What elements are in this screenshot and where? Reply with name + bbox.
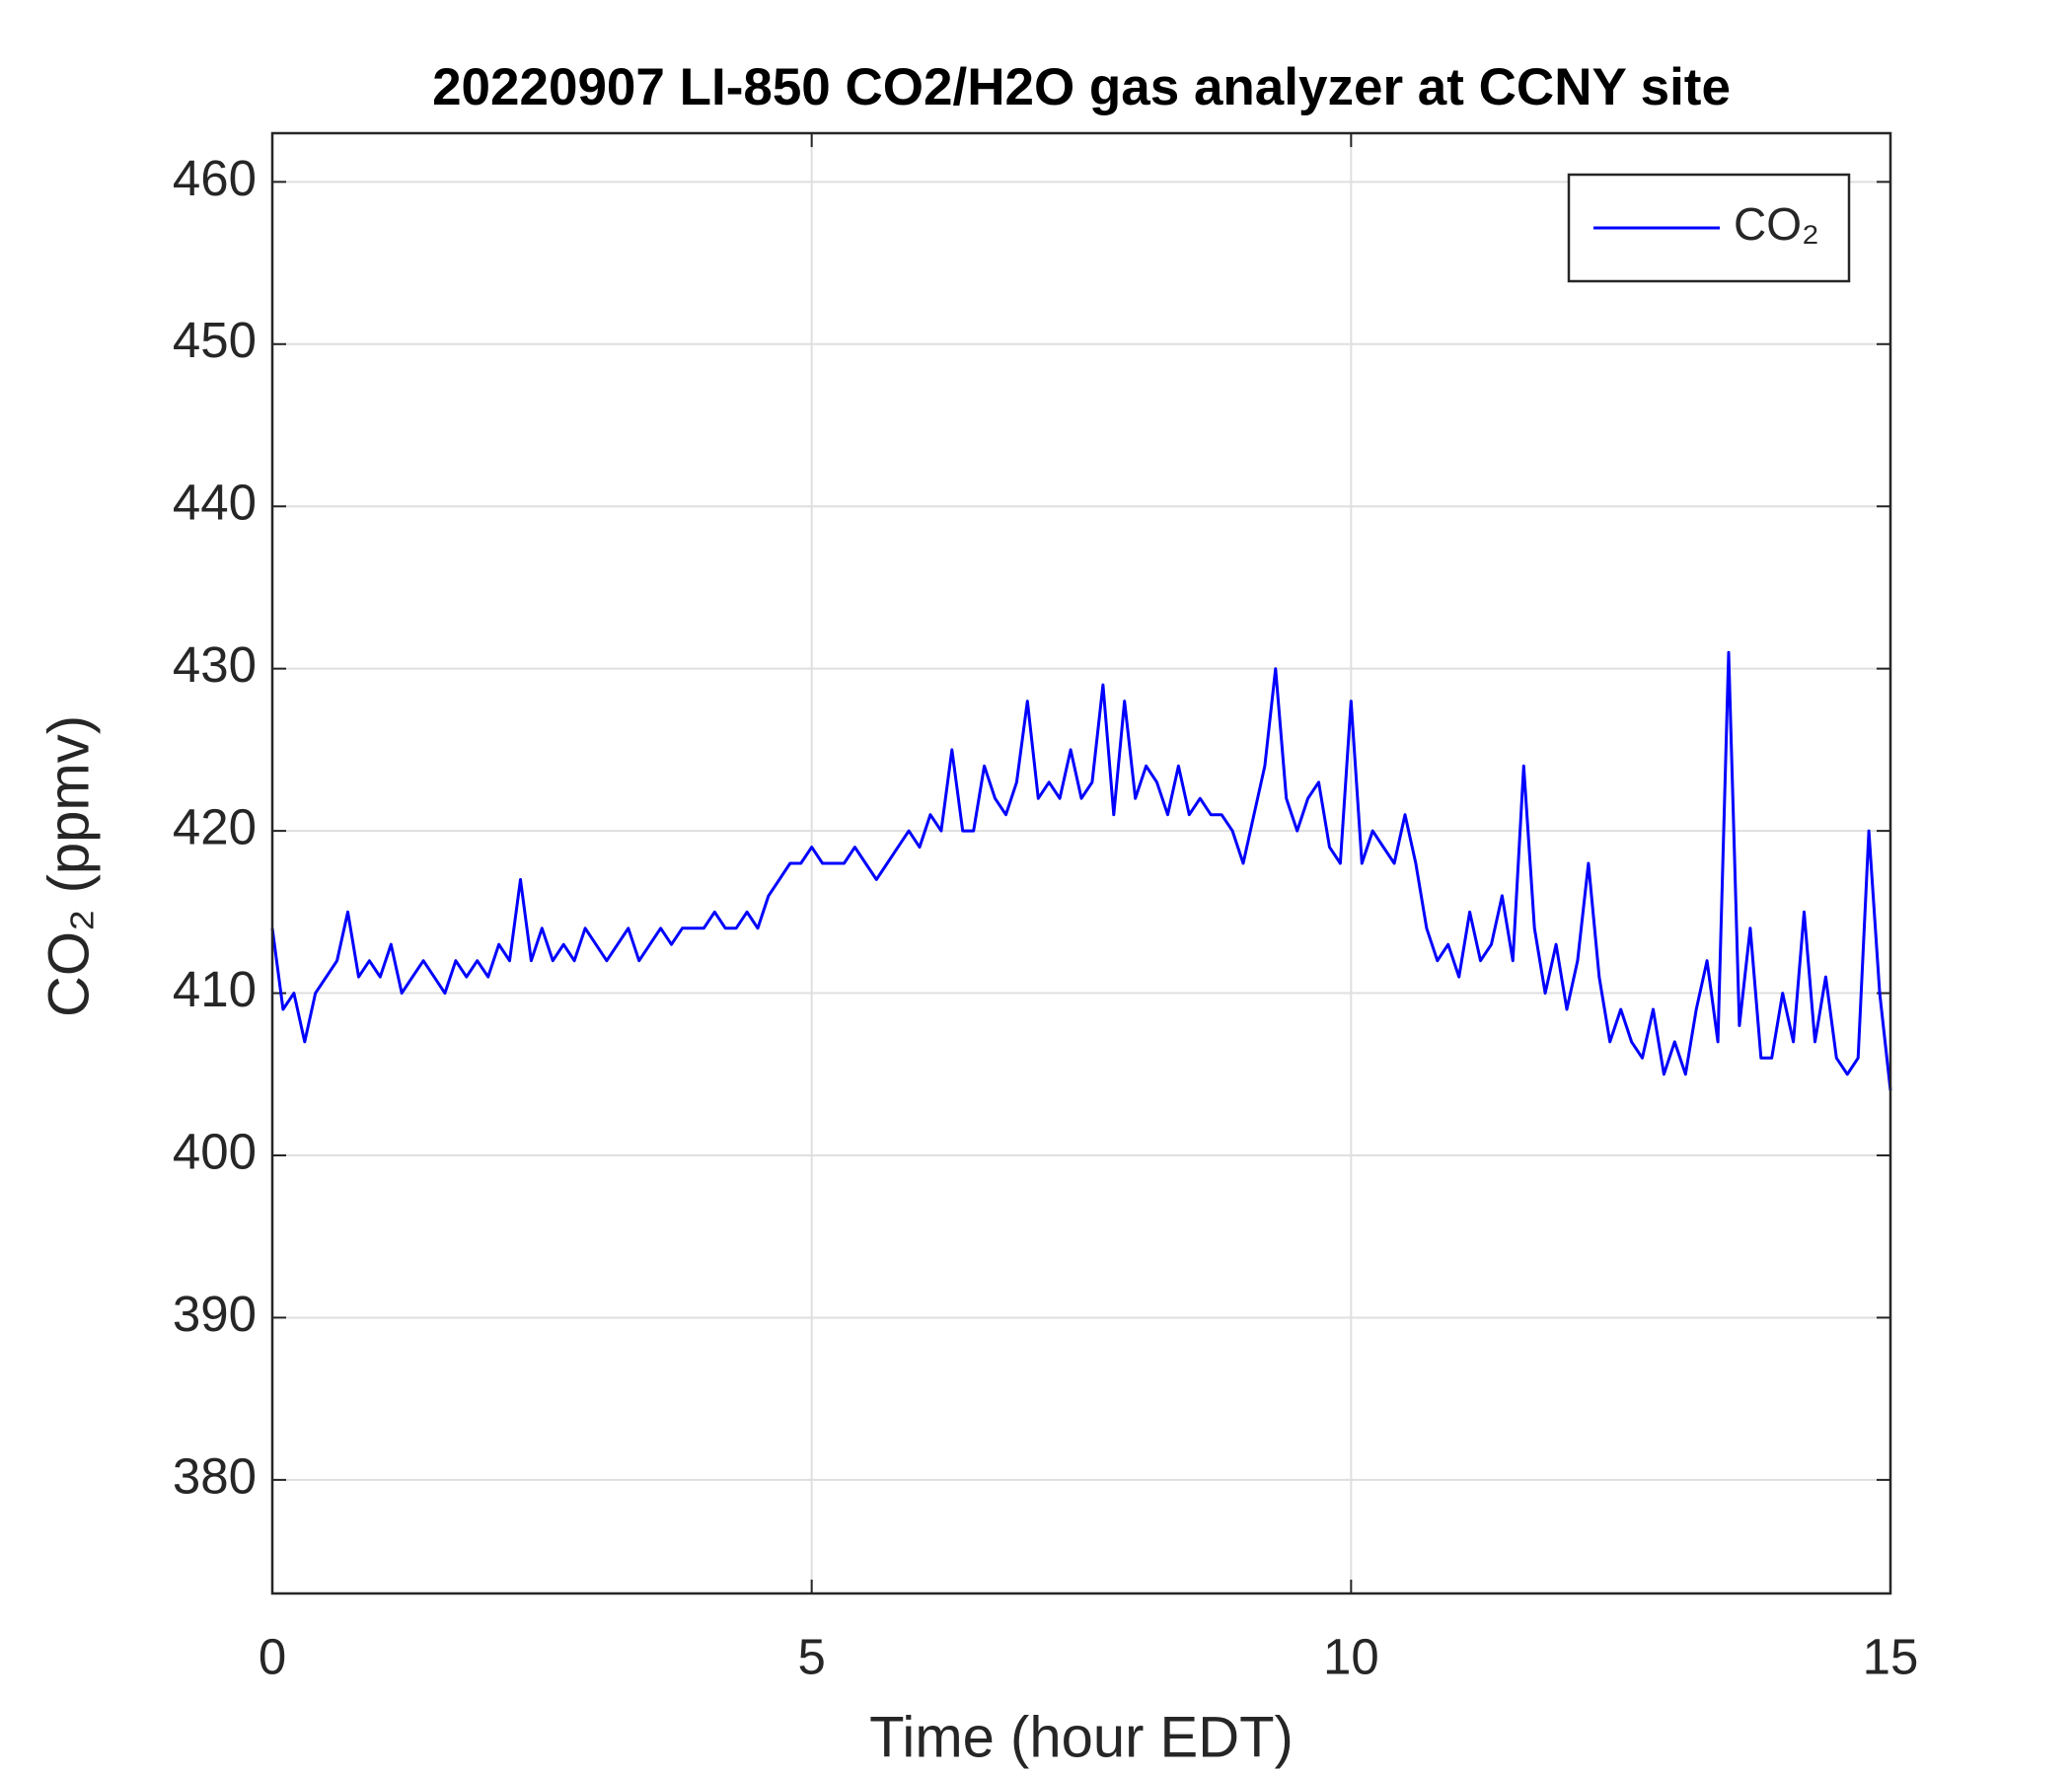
x-axis-label: Time (hour EDT) (869, 1705, 1294, 1769)
y-axis-label: CO₂ (ppmv) (37, 715, 101, 1017)
y-tick-label: 420 (173, 799, 257, 855)
x-tick-label: 10 (1323, 1628, 1379, 1684)
x-tick-label: 5 (797, 1628, 825, 1684)
y-tick-label: 380 (173, 1447, 257, 1504)
y-tick-label: 390 (173, 1286, 257, 1342)
x-tick-label: 15 (1863, 1628, 1919, 1684)
y-tick-label: 440 (173, 475, 257, 531)
y-tick-label: 410 (173, 961, 257, 1017)
y-tick-label: 430 (173, 636, 257, 693)
y-tick-label: 400 (173, 1123, 257, 1179)
chart-title: 20220907 LI-850 CO2/H2O gas analyzer at … (432, 58, 1731, 116)
y-tick-label: 450 (173, 312, 257, 368)
x-tick-label: 0 (259, 1628, 286, 1684)
legend-label: CO₂ (1734, 198, 1819, 250)
line-series (270, 650, 1892, 1091)
plot-frame (270, 131, 1892, 1595)
y-tick-label: 460 (173, 150, 257, 206)
